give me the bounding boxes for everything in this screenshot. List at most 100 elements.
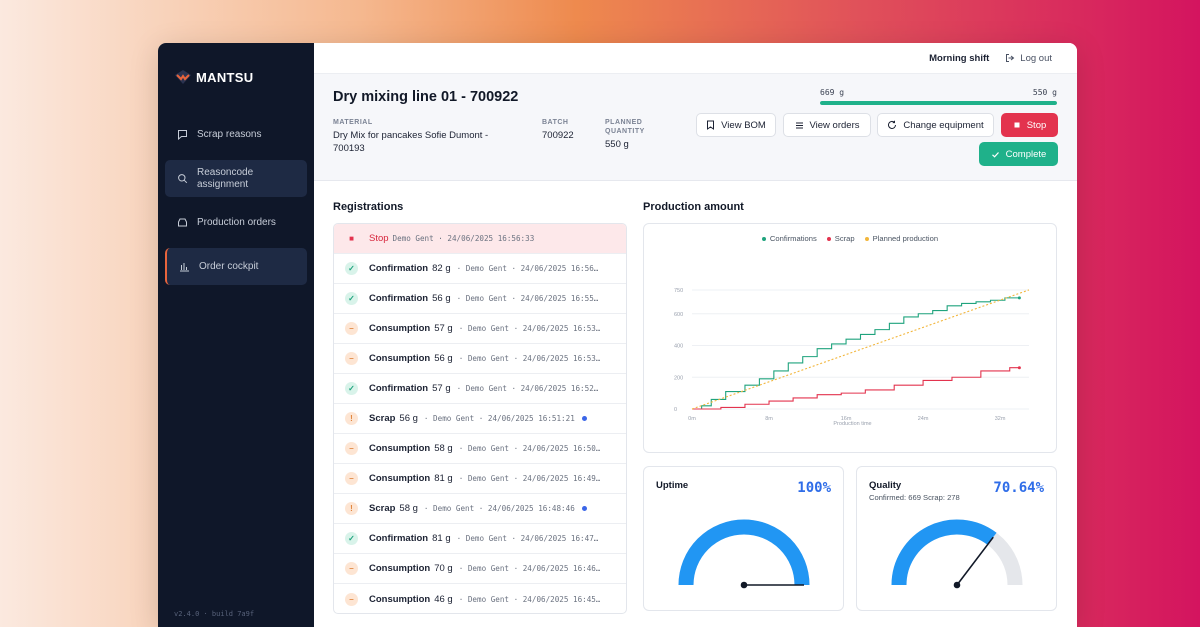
sidebar-nav: Scrap reasons Reasoncode assignment Prod… <box>165 116 307 285</box>
registration-type: Stop <box>369 233 389 244</box>
registration-row[interactable]: – Consumption 70 g · Demo Gent · 24/06/2025… <box>334 554 626 584</box>
logout-button[interactable]: Log out <box>1005 53 1052 64</box>
registration-type: Consumption <box>369 593 431 605</box>
uptime-gauge <box>678 519 810 589</box>
minus-circle-icon: – <box>345 472 358 485</box>
registration-type: Confirmation <box>369 533 429 544</box>
check-circle-icon: ✓ <box>345 382 358 395</box>
unread-dot-icon <box>581 506 587 511</box>
shift-indicator[interactable]: Morning shift <box>929 52 990 64</box>
registration-row[interactable]: – Consumption 57 g · Demo Gent · 24/06/2025… <box>334 314 626 344</box>
registration-amount: 56 g <box>432 293 451 304</box>
check-circle-icon: ✓ <box>345 292 358 305</box>
production-chart-card: Confirmations Scrap Planned production 0… <box>643 223 1057 453</box>
x-tick-label: 16m <box>841 416 852 422</box>
sidebar-item-label: Production orders <box>197 216 276 228</box>
search-icon <box>177 173 188 184</box>
build-version: v2.4.0 · build 7a9f <box>174 610 255 618</box>
bookmark-icon <box>707 120 715 130</box>
sidebar-item-label: Scrap reasons <box>197 128 262 140</box>
stop-square-icon <box>1014 122 1020 128</box>
registration-type: Consumption <box>369 563 431 574</box>
registration-amount: 56 g <box>399 413 418 424</box>
registration-meta: · Demo Gent · 24/06/2025 16:48:46 <box>423 504 575 513</box>
registration-amount: 46 g <box>434 593 453 605</box>
registration-amount: 58 g <box>399 503 418 514</box>
registration-row[interactable]: ! Scrap 58 g · Demo Gent · 24/06/2025 16:48… <box>334 494 626 524</box>
sidebar-item-reasoncode-assignment[interactable]: Reasoncode assignment <box>165 160 307 197</box>
quality-gauge <box>891 519 1023 589</box>
registration-amount: 81 g <box>432 533 451 544</box>
legend-planned[interactable]: Planned production <box>864 234 938 243</box>
registration-row[interactable]: ✓ Confirmation 56 g · Demo Gent · 24/06/202… <box>334 284 626 314</box>
registration-amount: 57 g <box>434 323 453 334</box>
registration-row[interactable]: ✓ Confirmation 82 g · Demo Gent · 24/06/202… <box>334 254 626 284</box>
brand-logo[interactable]: MANTSU <box>174 69 253 85</box>
y-tick-label: 400 <box>674 344 683 350</box>
registration-row[interactable]: ✓ Confirmation 57 g · Demo Gent · 24/06/202… <box>334 374 626 404</box>
progress-current: 669 g <box>820 88 845 97</box>
change-equipment-button[interactable]: Change equipment <box>877 113 994 137</box>
quality-card: Quality Confirmed: 669 Scrap: 278 70.64% <box>856 466 1057 611</box>
y-tick-label: 600 <box>674 312 683 318</box>
y-tick-label: 750 <box>674 288 683 294</box>
x-tick-label: 24m <box>918 416 929 422</box>
uptime-card: Uptime 100% <box>643 466 844 611</box>
production-title: Production amount <box>643 201 744 213</box>
legend-label: Confirmations <box>769 234 817 243</box>
button-label: Stop <box>1026 119 1047 131</box>
brand-name: MANTSU <box>196 69 254 85</box>
registration-amount: 57 g <box>432 383 451 394</box>
registration-meta: · Demo Gent · 24/06/2025 16:53… <box>458 354 601 363</box>
planned-quantity-label: PLANNED QUANTITY <box>605 119 645 135</box>
registration-row[interactable]: – Consumption 81 g · Demo Gent · 24/06/2025… <box>334 464 626 494</box>
quantity-progress: 669 g 550 g <box>820 88 1057 105</box>
material-value: Dry Mix for pancakes Sofie Dumont - 7001… <box>333 130 489 154</box>
sidebar-item-production-orders[interactable]: Production orders <box>165 204 307 241</box>
check-icon <box>991 151 999 158</box>
logout-icon <box>1006 54 1015 62</box>
gauge-fill <box>678 519 810 586</box>
registration-type: Scrap <box>369 413 396 424</box>
complete-button[interactable]: Complete <box>979 142 1058 166</box>
registration-row[interactable]: ✓ Confirmation 81 g · Demo Gent · 24/06/202… <box>334 524 626 554</box>
logout-label: Log out <box>1020 52 1052 64</box>
sidebar: MANTSU Scrap reasons Reasoncode assignme… <box>158 43 314 627</box>
sidebar-item-label: Order cockpit <box>199 260 259 272</box>
registration-row[interactable]: – Consumption 58 g · Demo Gent · 24/06/2025… <box>334 434 626 464</box>
legend-confirmations[interactable]: Confirmations <box>761 234 817 243</box>
sidebar-item-order-cockpit[interactable]: Order cockpit <box>165 248 307 285</box>
registration-type: Scrap <box>369 503 396 514</box>
progress-fill <box>820 101 1057 105</box>
button-label: View BOM <box>721 119 766 131</box>
stop-button[interactable]: Stop <box>1001 113 1058 137</box>
x-tick-label: 32m <box>995 416 1006 422</box>
alert-circle-icon: ! <box>345 412 358 425</box>
minus-circle-icon: – <box>345 322 358 335</box>
registration-row[interactable]: – Consumption 46 g · Demo Gent · 24/06/2025… <box>334 584 626 613</box>
button-label: View orders <box>809 119 860 131</box>
view-orders-button[interactable]: View orders <box>783 113 871 137</box>
registration-amount: 56 g <box>434 353 453 364</box>
registration-row[interactable]: – Consumption 56 g · Demo Gent · 24/06/2025… <box>334 344 626 374</box>
sidebar-item-label: Reasoncode assignment <box>197 166 254 190</box>
registration-row[interactable]: ! Scrap 56 g · Demo Gent · 24/06/2025 16:51… <box>334 404 626 434</box>
registration-type: Confirmation <box>369 263 429 274</box>
registration-row[interactable]: ■ Stop Demo Gent · 24/06/2025 16:56:33 <box>334 224 626 254</box>
progress-track <box>820 101 1057 105</box>
list-icon <box>795 122 803 128</box>
legend-scrap[interactable]: Scrap <box>826 234 855 243</box>
quality-value: 70.64% <box>993 480 1044 496</box>
gauge-fill <box>891 519 997 586</box>
page-title: Dry mixing line 01 - 700922 <box>333 89 519 105</box>
order-header: Dry mixing line 01 - 700922 MATERIAL Dry… <box>314 74 1077 181</box>
sidebar-item-scrap-reasons[interactable]: Scrap reasons <box>165 116 307 153</box>
check-circle-icon: ✓ <box>345 532 358 545</box>
registrations-title: Registrations <box>333 201 404 213</box>
refresh-icon <box>888 120 897 129</box>
alert-circle-icon: ! <box>345 502 358 515</box>
check-circle-icon: ✓ <box>345 262 358 275</box>
view-bom-button[interactable]: View BOM <box>696 113 776 137</box>
uptime-title: Uptime <box>656 480 689 491</box>
registration-meta: · Demo Gent · 24/06/2025 16:56… <box>456 264 599 273</box>
